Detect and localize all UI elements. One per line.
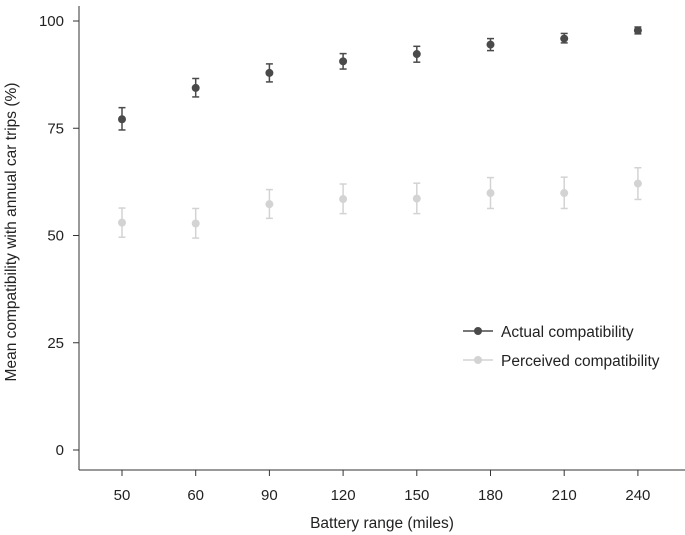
legend-marker-perceived xyxy=(474,356,482,364)
data-point-actual xyxy=(633,26,642,35)
y-axis-label: Mean compatibility with annual car trips… xyxy=(3,83,20,382)
data-point-perceived xyxy=(412,194,421,203)
y-tick-label: 50 xyxy=(47,228,64,245)
data-point-actual xyxy=(560,34,569,43)
data-point-perceived xyxy=(633,179,642,188)
legend-marker-actual xyxy=(474,327,482,335)
x-tick-label: 90 xyxy=(261,487,278,504)
x-axis-label: Battery range (miles) xyxy=(310,515,454,532)
y-tick-label: 25 xyxy=(47,335,64,352)
x-tick-label: 210 xyxy=(552,487,577,504)
x-axis-ticks: 50 60 90 120 150 180 210 240 xyxy=(114,470,650,504)
x-tick-label: 60 xyxy=(187,487,204,504)
y-tick-label: 100 xyxy=(39,13,64,30)
y-tick-label: 75 xyxy=(47,120,64,137)
x-tick-label: 120 xyxy=(331,487,356,504)
data-point-perceived xyxy=(560,189,569,198)
y-tick-label: 0 xyxy=(56,442,64,459)
data-point-perceived xyxy=(191,219,200,228)
data-point-perceived xyxy=(265,200,274,209)
legend-label-perceived: Perceived compatibility xyxy=(501,353,660,370)
data-point-actual xyxy=(265,68,274,77)
data-point-actual xyxy=(412,50,421,59)
y-axis-ticks: 0 25 50 75 100 xyxy=(39,13,79,459)
x-tick-label: 150 xyxy=(404,487,429,504)
x-tick-label: 240 xyxy=(625,487,650,504)
legend-item-actual: Actual compatibility xyxy=(463,324,634,341)
series-perceived xyxy=(118,166,642,239)
data-point-perceived xyxy=(339,195,348,204)
data-point-actual xyxy=(118,115,126,124)
x-tick-label: 50 xyxy=(114,487,131,504)
data-point-actual xyxy=(486,40,495,49)
series-actual xyxy=(118,26,642,131)
legend-item-perceived: Perceived compatibility xyxy=(463,353,660,370)
data-point-perceived xyxy=(486,189,495,198)
x-tick-label: 180 xyxy=(478,487,503,504)
data-point-perceived xyxy=(118,218,126,227)
series-layer xyxy=(118,26,642,239)
legend: Actual compatibility Perceived compatibi… xyxy=(463,324,660,370)
data-point-actual xyxy=(339,57,348,66)
legend-label-actual: Actual compatibility xyxy=(501,324,634,341)
data-point-actual xyxy=(191,83,200,92)
